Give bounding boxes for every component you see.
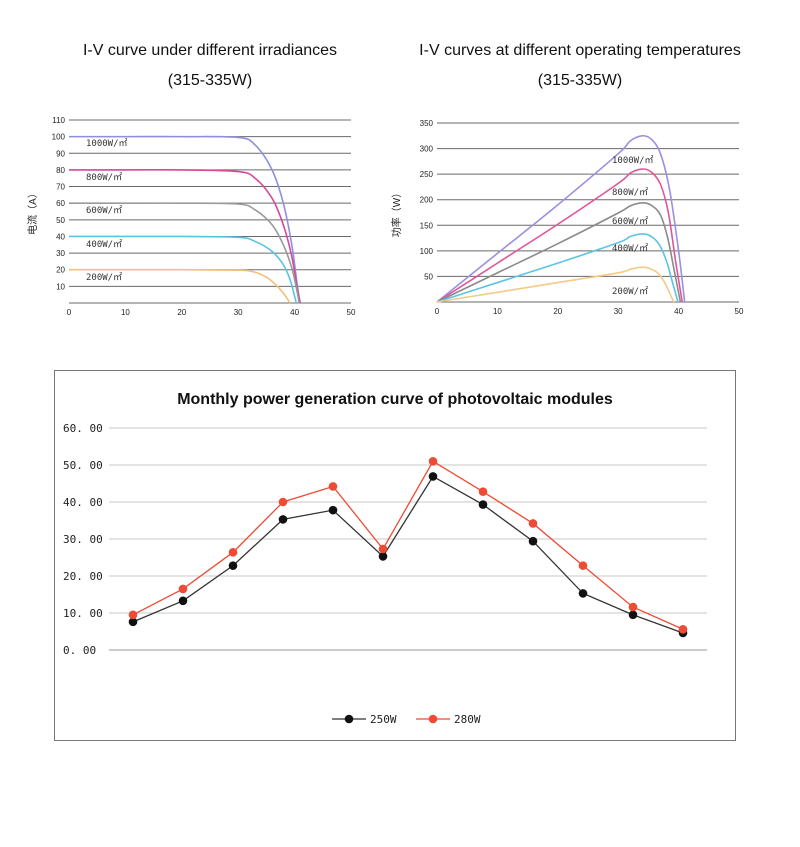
series-label-1: 800W/㎡ bbox=[86, 172, 122, 183]
series-label-4: 200W/㎡ bbox=[86, 272, 122, 283]
series-label-3: 400W/㎡ bbox=[612, 243, 648, 254]
y-tick-label: 110 bbox=[52, 116, 65, 125]
data-point-250W bbox=[528, 536, 538, 546]
series-line-1 bbox=[68, 168, 302, 304]
y-axis-label: 电流（A） bbox=[26, 188, 39, 235]
series-line-2 bbox=[436, 201, 682, 303]
series-line-1 bbox=[436, 168, 684, 303]
x-tick-label: 10 bbox=[493, 307, 502, 316]
y-tick-label: 30 bbox=[56, 249, 65, 258]
power-temperature-chart: 50 100 150 200 250 300 350 0 10 20 30 40 50 功率（W） 1000… bbox=[390, 119, 744, 316]
y-tick-label: 10. 00 bbox=[63, 607, 103, 620]
data-point-280W bbox=[628, 602, 638, 612]
plot-area bbox=[437, 123, 739, 302]
data-point-280W bbox=[678, 624, 688, 634]
series-line-0 bbox=[68, 135, 302, 304]
data-point-250W bbox=[378, 552, 388, 561]
data-point-280W bbox=[228, 548, 238, 557]
series-line-4 bbox=[69, 268, 291, 304]
x-tick-label: 30 bbox=[614, 307, 623, 316]
series-label-0: 1000W/㎡ bbox=[612, 155, 654, 166]
chart1-subtitle: (315-335W) bbox=[167, 72, 253, 89]
series-line-3 bbox=[68, 235, 298, 304]
y-tick-label: 80 bbox=[56, 166, 65, 175]
iv-irradiance-chart: 10 20 30 40 50 60 70 80 90 100 110 0 10 20 30 40 50 电流（A）… bbox=[26, 116, 356, 317]
monthly-generation-chart: Monthly power generation curve of photov… bbox=[63, 391, 707, 726]
series-line-250W bbox=[132, 475, 684, 634]
chart1-title: I-V curve under different irradiances bbox=[82, 42, 338, 59]
y-tick-label: 150 bbox=[420, 221, 434, 230]
legend-label-250W: 250W bbox=[370, 713, 397, 726]
data-point-280W bbox=[178, 584, 188, 594]
chart2-subtitle: (315-335W) bbox=[537, 72, 623, 89]
y-tick-label: 350 bbox=[420, 119, 434, 128]
legend-marker-280W bbox=[428, 714, 438, 724]
data-point-250W bbox=[178, 596, 188, 606]
data-point-280W bbox=[478, 487, 488, 496]
x-tick-label: 0 bbox=[435, 307, 440, 316]
series-line-0 bbox=[436, 134, 686, 303]
y-tick-label: 50 bbox=[56, 216, 65, 225]
data-point-250W bbox=[328, 505, 338, 515]
data-point-280W bbox=[378, 544, 388, 554]
plot-area bbox=[69, 120, 351, 303]
y-tick-label: 0. 00 bbox=[63, 644, 96, 657]
chart2-title: I-V curves at different operating temper… bbox=[419, 42, 741, 59]
y-tick-label: 60 bbox=[56, 199, 65, 208]
series-line-2 bbox=[69, 202, 300, 304]
x-tick-label: 40 bbox=[674, 307, 683, 316]
monthly-chart-frame: Monthly power generation curve of photov… bbox=[54, 370, 736, 741]
x-tick-label: 0 bbox=[67, 308, 72, 317]
x-tick-label: 50 bbox=[735, 307, 744, 316]
data-point-250W bbox=[628, 610, 638, 620]
data-point-250W bbox=[428, 472, 438, 481]
y-tick-label: 40 bbox=[56, 232, 65, 241]
series-line-4 bbox=[436, 266, 675, 303]
legend-label-280W: 280W bbox=[454, 713, 481, 726]
data-point-250W bbox=[228, 561, 238, 570]
series-label-4: 200W/㎡ bbox=[612, 286, 648, 297]
data-point-280W bbox=[428, 457, 438, 466]
y-tick-label: 90 bbox=[56, 149, 65, 158]
data-point-250W bbox=[478, 500, 488, 509]
x-tick-label: 10 bbox=[121, 308, 130, 317]
y-tick-label: 100 bbox=[52, 133, 66, 142]
y-tick-label: 30. 00 bbox=[63, 533, 103, 546]
series-label-2: 600W/㎡ bbox=[612, 216, 648, 227]
y-tick-label: 70 bbox=[56, 183, 65, 192]
y-tick-label: 100 bbox=[420, 247, 434, 256]
y-tick-label: 20 bbox=[56, 266, 65, 275]
x-tick-label: 20 bbox=[177, 308, 186, 317]
data-point-250W bbox=[128, 617, 138, 627]
series-label-1: 800W/㎡ bbox=[612, 187, 648, 198]
y-tick-label: 50 bbox=[424, 272, 433, 281]
series-label-2: 600W/㎡ bbox=[86, 205, 122, 216]
y-tick-label: 20. 00 bbox=[63, 570, 103, 583]
series-line-3 bbox=[436, 233, 679, 303]
x-tick-label: 50 bbox=[347, 308, 356, 317]
y-tick-label: 250 bbox=[420, 170, 434, 179]
series-label-0: 1000W/㎡ bbox=[86, 138, 128, 149]
data-point-280W bbox=[578, 561, 588, 570]
data-point-280W bbox=[528, 519, 538, 528]
y-tick-label: 40. 00 bbox=[63, 496, 103, 509]
data-point-280W bbox=[328, 482, 338, 491]
series-label-3: 400W/㎡ bbox=[86, 239, 122, 250]
legend-marker-250W bbox=[344, 714, 354, 724]
data-point-280W bbox=[278, 497, 288, 507]
series-line-280W bbox=[132, 460, 684, 630]
data-point-250W bbox=[578, 589, 588, 598]
data-point-250W bbox=[278, 515, 288, 524]
y-tick-label: 10 bbox=[56, 282, 65, 291]
x-tick-label: 40 bbox=[290, 308, 299, 317]
y-tick-label: 60. 00 bbox=[63, 422, 103, 435]
x-tick-label: 20 bbox=[553, 307, 562, 316]
y-tick-label: 300 bbox=[420, 145, 434, 154]
y-tick-label: 50. 00 bbox=[63, 459, 103, 472]
y-axis-label: 功率（W） bbox=[390, 188, 403, 237]
chart3-title: Monthly power generation curve of photov… bbox=[177, 391, 613, 408]
y-tick-label: 200 bbox=[420, 196, 434, 205]
data-point-280W bbox=[128, 610, 138, 620]
x-tick-label: 30 bbox=[234, 308, 243, 317]
